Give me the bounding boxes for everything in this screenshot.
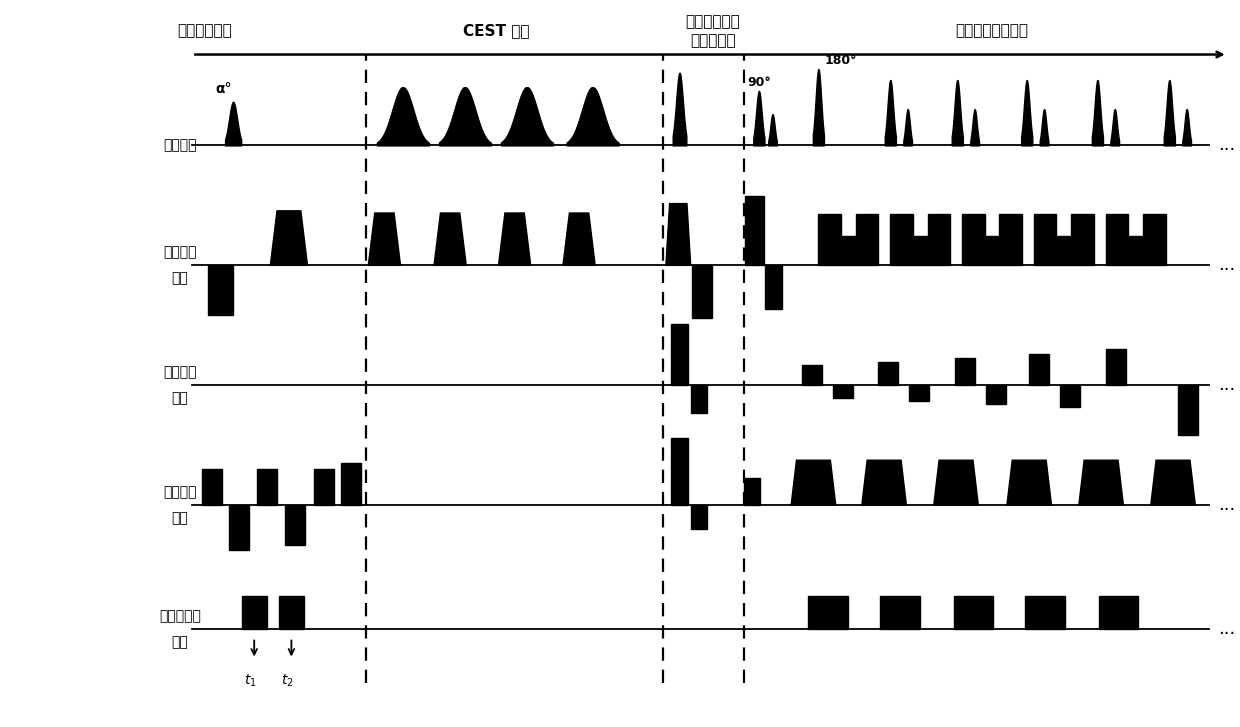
Polygon shape xyxy=(1025,596,1065,629)
Polygon shape xyxy=(691,385,707,413)
Text: 频率漂移校正: 频率漂移校正 xyxy=(177,23,232,39)
Polygon shape xyxy=(890,214,950,265)
Text: 层选编码: 层选编码 xyxy=(162,245,197,260)
Text: 转恢复压脂: 转恢复压脂 xyxy=(691,33,735,48)
Polygon shape xyxy=(563,213,595,265)
Polygon shape xyxy=(498,213,531,265)
Text: 换器: 换器 xyxy=(171,635,188,649)
Polygon shape xyxy=(765,265,782,309)
Polygon shape xyxy=(671,324,688,385)
Polygon shape xyxy=(954,596,993,629)
Polygon shape xyxy=(1034,214,1094,265)
Polygon shape xyxy=(878,362,898,385)
Polygon shape xyxy=(341,463,361,505)
Text: 频谱预饱和反: 频谱预饱和反 xyxy=(686,15,740,30)
Polygon shape xyxy=(279,596,304,629)
Polygon shape xyxy=(202,469,222,505)
Polygon shape xyxy=(744,478,760,505)
Polygon shape xyxy=(1060,385,1080,407)
Polygon shape xyxy=(691,505,707,529)
Polygon shape xyxy=(955,358,975,385)
Polygon shape xyxy=(818,214,878,265)
Polygon shape xyxy=(791,460,836,505)
Text: 快速自旋回波采集: 快速自旋回波采集 xyxy=(956,23,1028,39)
Polygon shape xyxy=(368,213,401,265)
Text: ...: ... xyxy=(1218,257,1235,274)
Text: 相位编码: 相位编码 xyxy=(162,365,197,379)
Polygon shape xyxy=(962,214,1022,265)
Text: 梯度: 梯度 xyxy=(171,271,188,286)
Text: CEST 饱和: CEST 饱和 xyxy=(463,23,529,39)
Text: 180°: 180° xyxy=(825,54,857,67)
Polygon shape xyxy=(242,596,267,629)
Polygon shape xyxy=(434,213,466,265)
Text: 模拟数字转: 模拟数字转 xyxy=(159,608,201,623)
Polygon shape xyxy=(1178,385,1198,435)
Polygon shape xyxy=(802,365,822,385)
Polygon shape xyxy=(692,265,712,318)
Text: $t_2$: $t_2$ xyxy=(281,672,294,689)
Polygon shape xyxy=(986,385,1006,404)
Polygon shape xyxy=(285,505,305,545)
Text: ...: ... xyxy=(1218,377,1235,394)
Polygon shape xyxy=(270,211,308,265)
Text: $t_1$: $t_1$ xyxy=(244,672,257,689)
Text: ...: ... xyxy=(1218,137,1235,154)
Polygon shape xyxy=(833,385,853,398)
Text: 90°: 90° xyxy=(746,76,771,89)
Polygon shape xyxy=(666,204,691,265)
Polygon shape xyxy=(1029,354,1049,385)
Text: 梯度: 梯度 xyxy=(171,511,188,526)
Polygon shape xyxy=(208,265,233,315)
Polygon shape xyxy=(862,460,906,505)
Polygon shape xyxy=(314,469,334,505)
Polygon shape xyxy=(1151,460,1195,505)
Text: 梯度: 梯度 xyxy=(171,391,188,406)
Polygon shape xyxy=(1007,460,1052,505)
Text: α°: α° xyxy=(215,82,232,96)
Polygon shape xyxy=(808,596,848,629)
Polygon shape xyxy=(1099,596,1138,629)
Polygon shape xyxy=(934,460,978,505)
Polygon shape xyxy=(909,385,929,401)
Polygon shape xyxy=(1106,214,1166,265)
Text: 频率编码: 频率编码 xyxy=(162,485,197,499)
Text: ...: ... xyxy=(1218,620,1235,638)
Polygon shape xyxy=(880,596,920,629)
Polygon shape xyxy=(671,438,688,505)
Polygon shape xyxy=(257,469,277,505)
Polygon shape xyxy=(1079,460,1123,505)
Text: ...: ... xyxy=(1218,497,1235,514)
Polygon shape xyxy=(1106,349,1126,385)
Text: 射频脉冲: 射频脉冲 xyxy=(162,138,197,153)
Polygon shape xyxy=(745,196,764,265)
Polygon shape xyxy=(229,505,249,550)
